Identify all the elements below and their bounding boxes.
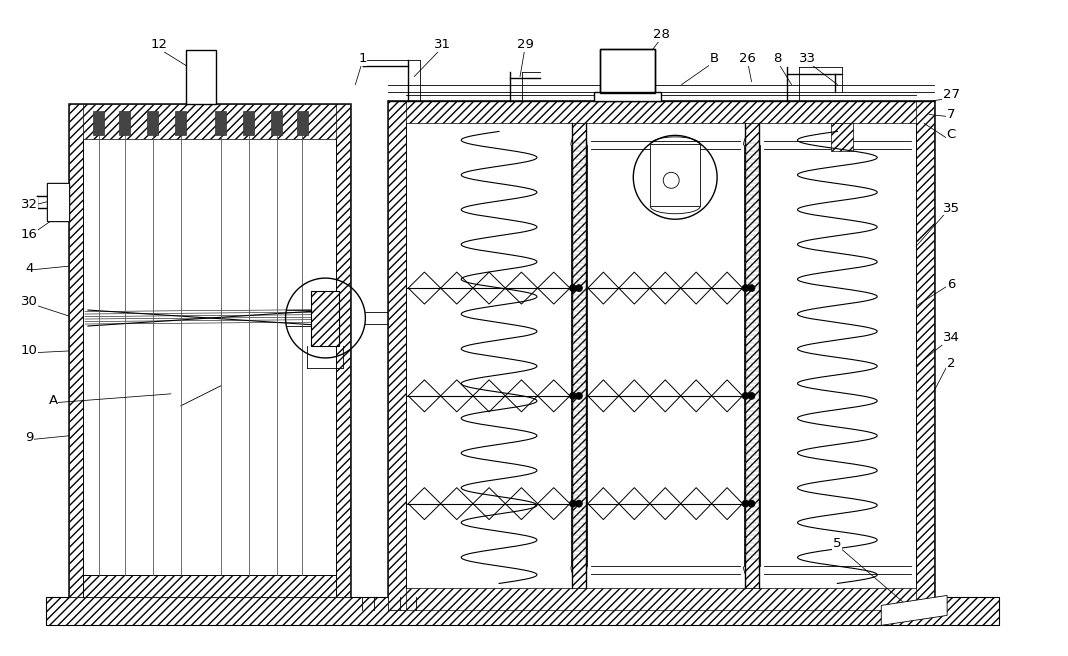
Circle shape <box>742 500 749 507</box>
Text: 10: 10 <box>20 344 37 358</box>
Circle shape <box>748 285 755 291</box>
Text: 28: 28 <box>654 28 670 41</box>
Circle shape <box>569 392 577 400</box>
Text: 31: 31 <box>434 38 451 51</box>
Circle shape <box>748 500 755 507</box>
Circle shape <box>742 285 749 291</box>
Text: 16: 16 <box>20 228 37 241</box>
Text: 8: 8 <box>773 52 782 65</box>
Text: 5: 5 <box>833 537 842 550</box>
Text: 1: 1 <box>358 52 366 65</box>
Bar <box>47 183 69 221</box>
Bar <box>47 183 69 221</box>
Text: 4: 4 <box>25 262 33 275</box>
Text: 2: 2 <box>947 358 956 371</box>
Bar <box>916 102 934 610</box>
Bar <box>244 112 254 135</box>
Text: A: A <box>48 394 58 407</box>
Bar <box>744 123 758 588</box>
Bar <box>389 588 934 610</box>
Circle shape <box>569 500 577 507</box>
Bar <box>297 112 308 135</box>
Circle shape <box>748 392 755 400</box>
Bar <box>389 102 406 610</box>
Bar <box>147 112 158 135</box>
Text: 27: 27 <box>943 88 960 101</box>
Text: 34: 34 <box>943 331 959 344</box>
Bar <box>69 104 350 140</box>
Bar <box>120 112 130 135</box>
Bar <box>93 112 105 135</box>
Bar <box>69 575 350 598</box>
Text: 30: 30 <box>20 295 37 308</box>
Circle shape <box>742 392 749 400</box>
Circle shape <box>569 285 577 291</box>
Text: 7: 7 <box>947 108 956 121</box>
Bar <box>600 49 656 94</box>
Text: 33: 33 <box>799 52 816 65</box>
Bar <box>831 123 853 152</box>
Text: 35: 35 <box>943 202 960 215</box>
Circle shape <box>576 285 582 291</box>
Bar <box>186 50 216 104</box>
Polygon shape <box>881 596 947 625</box>
Text: 9: 9 <box>25 431 33 444</box>
Bar <box>600 49 656 94</box>
Bar <box>69 104 350 598</box>
Bar <box>389 102 934 123</box>
Bar <box>389 102 934 610</box>
Text: B: B <box>710 52 719 65</box>
Bar <box>595 91 661 102</box>
Text: 29: 29 <box>517 38 533 51</box>
Bar <box>312 291 340 346</box>
Bar <box>175 112 186 135</box>
Text: C: C <box>946 128 956 141</box>
Bar <box>69 104 83 598</box>
Bar <box>46 598 999 625</box>
Bar <box>650 144 701 206</box>
Text: 32: 32 <box>20 197 37 211</box>
Bar <box>271 112 282 135</box>
Text: 6: 6 <box>947 277 955 291</box>
Circle shape <box>576 500 582 507</box>
Circle shape <box>576 392 582 400</box>
Bar <box>572 123 586 588</box>
Text: 12: 12 <box>151 38 168 51</box>
Bar <box>336 104 350 598</box>
Text: 26: 26 <box>739 52 756 65</box>
Bar <box>215 112 226 135</box>
